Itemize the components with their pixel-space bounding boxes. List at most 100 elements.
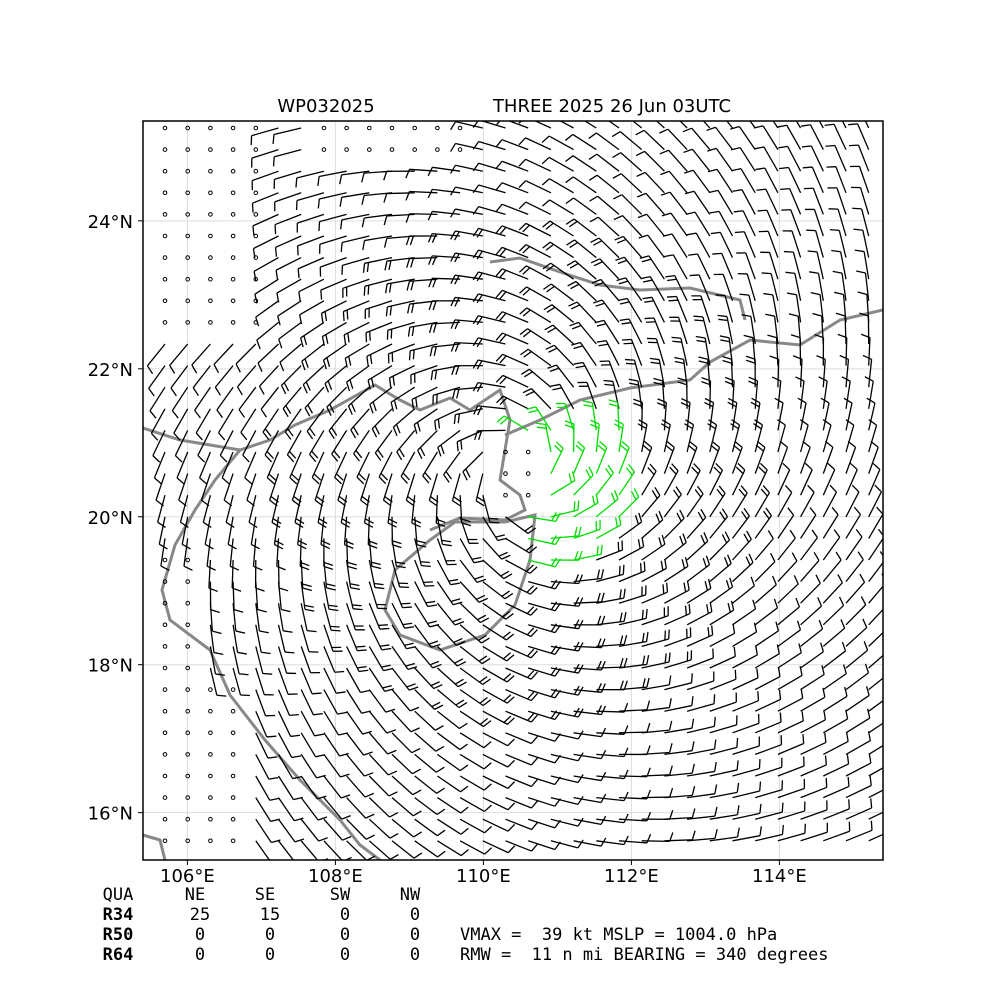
- barb-feather: [298, 291, 301, 302]
- calm-marker: [185, 773, 190, 779]
- barb-staff: [641, 519, 664, 539]
- barb-staff: [573, 667, 602, 671]
- barb-staff: [436, 645, 458, 667]
- barb-staff: [709, 678, 737, 691]
- barb-staff: [432, 255, 461, 259]
- barb-staff: [502, 374, 529, 388]
- barb-staff: [709, 836, 738, 842]
- barb-staff: [300, 624, 310, 652]
- barb-feather: [297, 543, 307, 550]
- barb-staff: [300, 818, 320, 842]
- barb-feather: [751, 397, 761, 404]
- barb-feather: [502, 610, 511, 618]
- barb-feather: [404, 642, 414, 646]
- barb-staff: [573, 818, 602, 825]
- barb-feather: [317, 816, 328, 821]
- barb-feather: [870, 798, 873, 808]
- barb-feather: [686, 580, 690, 591]
- barb-staff: [501, 203, 529, 216]
- barb-feather: [417, 449, 423, 460]
- barb-staff: [709, 563, 732, 583]
- barb-feather: [568, 473, 572, 483]
- barb-feather: [171, 410, 179, 419]
- barb-staff: [223, 473, 234, 501]
- barb-feather: [340, 794, 351, 799]
- barb-feather: [691, 830, 696, 841]
- barb-staff: [318, 170, 347, 178]
- barb-feather: [353, 453, 360, 462]
- barb-feather: [845, 709, 849, 720]
- barb-staff: [669, 191, 688, 215]
- barb-staff: [834, 145, 847, 172]
- barb-staff: [845, 784, 872, 799]
- barb-staff: [599, 258, 620, 280]
- barb-feather: [238, 673, 249, 676]
- barb-feather: [740, 485, 748, 494]
- calm-marker: [230, 816, 236, 822]
- barb-feather: [776, 644, 780, 654]
- barb-staff: [864, 121, 870, 129]
- calm-marker: [162, 125, 168, 131]
- barb-staff: [277, 775, 295, 800]
- barb-staff: [641, 661, 670, 669]
- barb-staff: [868, 491, 882, 518]
- barb-staff: [800, 719, 826, 734]
- barb-staff: [528, 667, 556, 677]
- barb-staff: [277, 754, 294, 779]
- barb-staff: [368, 732, 389, 755]
- barb-feather: [530, 607, 538, 616]
- barb-staff: [661, 380, 666, 409]
- barb-staff: [170, 365, 189, 389]
- calm-marker: [253, 298, 259, 304]
- barb-staff: [149, 386, 166, 412]
- barb-feather: [280, 385, 287, 395]
- table-cell: 0: [340, 925, 350, 945]
- barb-feather: [635, 150, 645, 157]
- barb-feather: [824, 732, 827, 743]
- barb-staff: [405, 473, 416, 501]
- barb-feather: [388, 770, 398, 776]
- barb-staff: [868, 631, 883, 647]
- barb-feather: [495, 268, 503, 277]
- barb-feather: [686, 232, 697, 236]
- barb-feather: [518, 265, 527, 273]
- barb-feather: [437, 447, 442, 457]
- barb-staff: [279, 343, 302, 363]
- barb-feather: [374, 582, 384, 586]
- barb-staff: [478, 140, 506, 151]
- barb-feather: [694, 319, 704, 322]
- barb-staff: [152, 430, 166, 456]
- barb-staff: [668, 149, 688, 172]
- barb-staff: [526, 307, 552, 323]
- barb-staff: [178, 473, 189, 501]
- barb-feather: [530, 778, 539, 787]
- barb-feather: [600, 569, 605, 579]
- barb-feather: [796, 620, 802, 631]
- barb-feather: [778, 689, 782, 700]
- barb-feather: [454, 253, 460, 263]
- barb-feather: [385, 708, 396, 713]
- barb-feather: [454, 297, 460, 307]
- barb-feather: [593, 261, 603, 267]
- barb-staff: [528, 732, 556, 742]
- barb-staff: [686, 634, 713, 647]
- barb-staff: [692, 169, 711, 194]
- barb-staff: [591, 402, 597, 431]
- barb-feather: [614, 419, 624, 425]
- barb-staff: [437, 753, 461, 772]
- barb-feather: [328, 608, 339, 612]
- barb-feather: [455, 699, 465, 706]
- calm-marker: [230, 687, 236, 692]
- barb-feather: [434, 704, 444, 710]
- barb-staff: [459, 689, 484, 707]
- barb-feather: [644, 317, 655, 320]
- barb-feather: [852, 207, 862, 210]
- barb-staff: [337, 473, 348, 501]
- barb-feather: [574, 596, 580, 607]
- calm-marker: [503, 492, 508, 498]
- barb-feather: [848, 123, 858, 126]
- barb-staff: [346, 840, 368, 860]
- barb-feather: [445, 471, 453, 480]
- barb-staff: [323, 624, 334, 652]
- barb-staff: [202, 495, 212, 523]
